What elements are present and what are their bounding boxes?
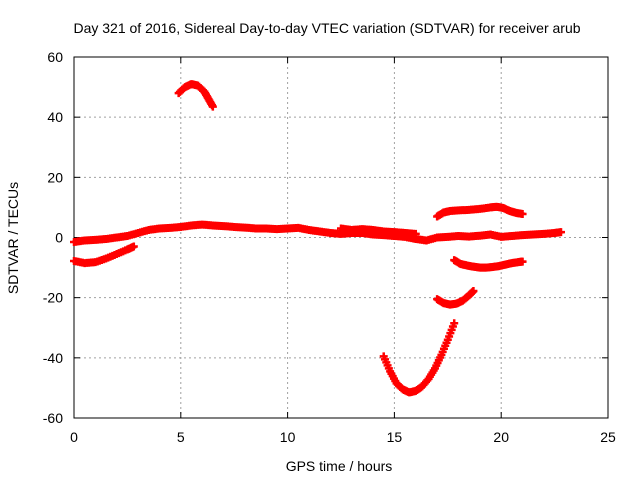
x-tick-label: 15 bbox=[387, 429, 403, 445]
series-main-track bbox=[70, 220, 566, 247]
y-tick-label: -40 bbox=[43, 350, 63, 366]
series-mid-dip bbox=[433, 287, 478, 309]
y-tick-label: -60 bbox=[43, 410, 63, 426]
series-deep-dip bbox=[379, 319, 459, 397]
data-point bbox=[411, 229, 420, 238]
data-point bbox=[450, 319, 459, 328]
series-low-track bbox=[70, 242, 138, 268]
data-points bbox=[70, 80, 566, 397]
x-tick-label: 5 bbox=[177, 429, 185, 445]
data-point bbox=[518, 210, 527, 219]
data-point bbox=[557, 228, 566, 237]
y-tick-label: -20 bbox=[43, 290, 63, 306]
y-tick-label: 0 bbox=[55, 230, 63, 246]
data-point bbox=[208, 102, 217, 111]
data-point bbox=[469, 287, 478, 296]
x-tick-label: 20 bbox=[493, 429, 509, 445]
series-upper-branch bbox=[433, 202, 527, 221]
x-tick-label: 25 bbox=[600, 429, 616, 445]
x-axis-label: GPS time / hours bbox=[286, 458, 393, 474]
y-tick-label: 60 bbox=[47, 49, 63, 65]
y-axis-label: SDTVAR / TECUs bbox=[5, 182, 21, 294]
series-arc-high bbox=[174, 80, 217, 111]
x-tick-label: 10 bbox=[280, 429, 296, 445]
series-segment-a bbox=[337, 224, 420, 238]
y-tick-label: 40 bbox=[47, 109, 63, 125]
chart-title: Day 321 of 2016, Sidereal Day-to-day VTE… bbox=[73, 20, 580, 36]
series-lower-branch bbox=[450, 256, 527, 272]
x-tick-label: 0 bbox=[70, 429, 78, 445]
y-tick-label: 20 bbox=[47, 169, 63, 185]
data-point bbox=[518, 257, 527, 266]
ticks: 0 5 10 15 20 25 -60 -40 -20 0 20 40 60 bbox=[43, 49, 616, 445]
data-point bbox=[129, 242, 138, 251]
